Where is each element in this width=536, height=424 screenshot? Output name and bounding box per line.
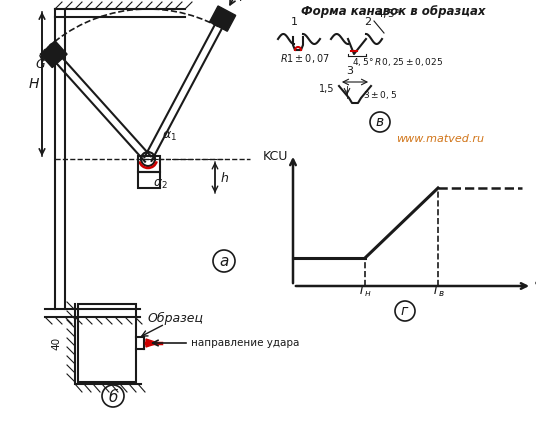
Text: $\alpha_2$: $\alpha_2$ xyxy=(153,178,168,191)
Text: 1,5: 1,5 xyxy=(319,84,335,94)
Text: $\mathit{б}$: $\mathit{б}$ xyxy=(108,387,118,405)
Polygon shape xyxy=(40,41,67,67)
Text: 1: 1 xyxy=(291,17,297,27)
Text: 3: 3 xyxy=(346,66,354,76)
Text: www.matved.ru: www.matved.ru xyxy=(396,134,484,144)
Text: $4,5°\,R\,0,25\pm 0,025$: $4,5°\,R\,0,25\pm 0,025$ xyxy=(352,56,443,68)
Text: G: G xyxy=(35,58,45,70)
Text: $T_н$: $T_н$ xyxy=(358,284,373,299)
Text: $T_в$: $T_в$ xyxy=(431,284,445,299)
Text: $\alpha_1$: $\alpha_1$ xyxy=(162,130,177,143)
Bar xyxy=(138,156,160,172)
Text: h: h xyxy=(221,171,229,184)
Bar xyxy=(138,172,160,188)
Text: $R1\pm 0,07$: $R1\pm 0,07$ xyxy=(280,52,330,65)
Polygon shape xyxy=(210,6,236,31)
Text: $\mathit{г}$: $\mathit{г}$ xyxy=(400,304,410,318)
Text: 2: 2 xyxy=(364,17,371,27)
Text: p: p xyxy=(239,0,247,1)
Text: Образец: Образец xyxy=(147,312,203,325)
Text: $4,5°$: $4,5°$ xyxy=(376,7,401,20)
Text: H: H xyxy=(29,77,39,91)
Text: 40: 40 xyxy=(51,336,61,349)
Polygon shape xyxy=(146,339,158,347)
Text: Форма канавок в образцах: Форма канавок в образцах xyxy=(301,5,485,17)
Text: $\mathit{в}$: $\mathit{в}$ xyxy=(375,115,385,129)
Bar xyxy=(78,304,136,382)
Text: KCU: KCU xyxy=(263,150,288,162)
Text: °C: °C xyxy=(534,281,536,293)
Text: $\mathit{a}$: $\mathit{a}$ xyxy=(219,254,229,268)
Text: направление удара: направление удара xyxy=(191,338,300,348)
Text: $3\pm 0,5$: $3\pm 0,5$ xyxy=(363,89,397,101)
